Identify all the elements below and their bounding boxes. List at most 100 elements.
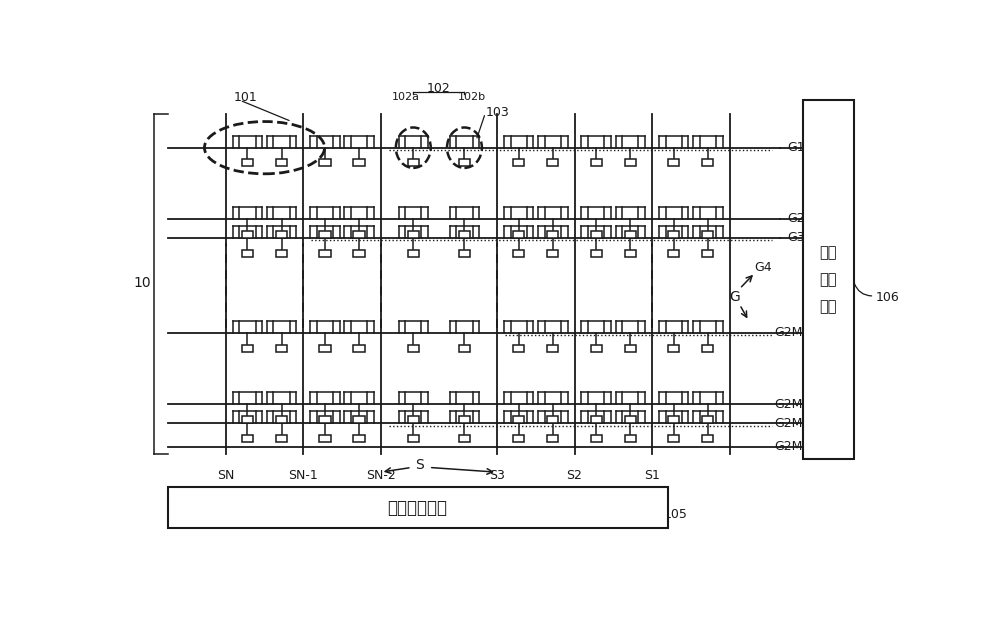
Bar xyxy=(408,159,419,167)
Bar xyxy=(702,435,713,442)
Bar xyxy=(625,231,636,238)
Text: 10: 10 xyxy=(133,276,151,290)
Bar xyxy=(591,250,602,257)
Text: G: G xyxy=(729,291,740,304)
Text: G2M: G2M xyxy=(774,441,803,453)
Bar xyxy=(547,231,558,238)
Text: S: S xyxy=(415,458,424,471)
Bar xyxy=(702,345,713,352)
Text: S1: S1 xyxy=(644,469,660,482)
Bar xyxy=(625,435,636,442)
Bar xyxy=(319,159,331,167)
Bar xyxy=(242,231,253,238)
Bar xyxy=(319,435,331,442)
Bar xyxy=(668,159,679,167)
Text: 栊极
驱动
电路: 栊极 驱动 电路 xyxy=(820,245,837,314)
Bar xyxy=(625,345,636,352)
Bar xyxy=(319,231,331,238)
Bar xyxy=(459,250,470,257)
Bar xyxy=(668,416,679,423)
Bar xyxy=(276,250,287,257)
Text: G4: G4 xyxy=(754,262,772,275)
Bar xyxy=(319,250,331,257)
Text: G3: G3 xyxy=(788,231,805,244)
Bar xyxy=(513,250,524,257)
Bar xyxy=(702,250,713,257)
Text: G2M-3: G2M-3 xyxy=(774,326,815,339)
Text: G2M-2: G2M-2 xyxy=(774,398,815,411)
Bar xyxy=(591,231,602,238)
Bar xyxy=(547,416,558,423)
Text: 102: 102 xyxy=(427,82,451,95)
Text: 102b: 102b xyxy=(458,93,486,102)
Bar xyxy=(625,416,636,423)
Bar xyxy=(353,231,365,238)
Bar xyxy=(547,159,558,167)
Bar xyxy=(242,345,253,352)
Bar xyxy=(513,416,524,423)
Text: SN-1: SN-1 xyxy=(288,469,318,482)
Bar xyxy=(408,416,419,423)
Bar xyxy=(459,231,470,238)
Bar xyxy=(625,250,636,257)
Bar xyxy=(591,345,602,352)
Text: 106: 106 xyxy=(875,291,899,304)
Bar xyxy=(591,416,602,423)
Bar xyxy=(276,435,287,442)
Bar xyxy=(353,250,365,257)
Text: S3: S3 xyxy=(489,469,505,482)
Bar xyxy=(702,159,713,167)
Bar xyxy=(547,345,558,352)
Bar xyxy=(319,345,331,352)
Bar xyxy=(668,250,679,257)
Bar xyxy=(668,345,679,352)
Bar xyxy=(319,416,331,423)
Bar xyxy=(408,345,419,352)
Bar xyxy=(242,416,253,423)
Bar xyxy=(459,345,470,352)
Bar xyxy=(408,435,419,442)
Bar xyxy=(625,159,636,167)
FancyBboxPatch shape xyxy=(803,100,854,459)
Bar xyxy=(668,435,679,442)
Bar xyxy=(353,435,365,442)
Text: G2M-1: G2M-1 xyxy=(774,416,815,429)
Bar xyxy=(591,159,602,167)
Text: S2: S2 xyxy=(567,469,582,482)
Bar xyxy=(242,435,253,442)
Bar xyxy=(353,345,365,352)
Bar xyxy=(513,159,524,167)
Bar xyxy=(668,231,679,238)
Text: 103: 103 xyxy=(485,107,509,120)
Text: 105: 105 xyxy=(664,508,688,521)
Bar xyxy=(408,231,419,238)
Bar xyxy=(276,416,287,423)
Bar xyxy=(353,416,365,423)
Text: 101: 101 xyxy=(233,91,257,104)
Bar xyxy=(459,159,470,167)
Bar xyxy=(702,231,713,238)
Bar xyxy=(242,159,253,167)
Bar xyxy=(242,250,253,257)
Bar xyxy=(459,435,470,442)
Bar xyxy=(408,250,419,257)
Bar xyxy=(276,345,287,352)
Bar xyxy=(547,435,558,442)
Bar xyxy=(513,345,524,352)
Bar xyxy=(459,416,470,423)
FancyBboxPatch shape xyxy=(168,487,668,528)
Text: SN: SN xyxy=(217,469,234,482)
Bar xyxy=(702,416,713,423)
Text: G1: G1 xyxy=(788,141,805,154)
Text: G2: G2 xyxy=(788,212,805,225)
Bar xyxy=(353,159,365,167)
Bar xyxy=(276,159,287,167)
Text: 源极驱动电路: 源极驱动电路 xyxy=(388,499,448,516)
Bar xyxy=(513,435,524,442)
Bar xyxy=(547,250,558,257)
Text: 102a: 102a xyxy=(392,93,420,102)
Bar xyxy=(513,231,524,238)
Text: SN-2: SN-2 xyxy=(366,469,396,482)
Bar xyxy=(276,231,287,238)
Bar xyxy=(591,435,602,442)
